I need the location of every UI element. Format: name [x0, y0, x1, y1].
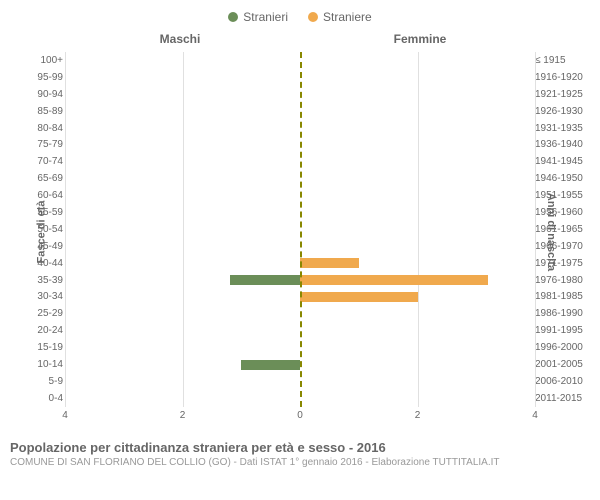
side-headers: Maschi Femmine — [10, 32, 590, 46]
y-tick-age: 70-74 — [25, 156, 63, 167]
y-tick-birth: 1956-1960 — [535, 207, 590, 218]
y-tick-age: 10-14 — [25, 359, 63, 370]
y-tick-birth: 1996-2000 — [535, 342, 590, 353]
y-tick-age: 20-24 — [25, 325, 63, 336]
bar-female — [300, 292, 418, 302]
legend-item-male: Stranieri — [228, 10, 288, 24]
y-tick-birth: 2006-2010 — [535, 376, 590, 387]
y-tick-age: 65-69 — [25, 173, 63, 184]
legend-label-male: Stranieri — [243, 10, 288, 24]
y-tick-age: 0-4 — [25, 393, 63, 404]
x-tick: 4 — [532, 410, 538, 421]
y-tick-age: 55-59 — [25, 207, 63, 218]
y-tick-age: 75-79 — [25, 139, 63, 150]
y-tick-age: 45-49 — [25, 241, 63, 252]
header-male: Maschi — [10, 32, 300, 46]
y-tick-age: 40-44 — [25, 258, 63, 269]
pyramid-chart: Maschi Femmine Fasce di età Anni di nasc… — [10, 32, 590, 432]
bar-female — [300, 275, 488, 285]
y-tick-birth: 1926-1930 — [535, 106, 590, 117]
y-tick-birth: 2001-2005 — [535, 359, 590, 370]
y-tick-birth: 1976-1980 — [535, 275, 590, 286]
x-tick: 2 — [415, 410, 421, 421]
center-line — [300, 52, 302, 407]
y-tick-birth: 1971-1975 — [535, 258, 590, 269]
y-tick-birth: 1921-1925 — [535, 89, 590, 100]
legend-swatch-male — [228, 12, 238, 22]
legend-item-female: Straniere — [308, 10, 372, 24]
y-tick-age: 25-29 — [25, 308, 63, 319]
y-tick-birth: 1991-1995 — [535, 325, 590, 336]
chart-subtitle: COMUNE DI SAN FLORIANO DEL COLLIO (GO) -… — [10, 457, 590, 468]
y-tick-birth: 1936-1940 — [535, 139, 590, 150]
x-tick: 2 — [180, 410, 186, 421]
y-tick-birth: 1986-1990 — [535, 308, 590, 319]
x-ticks: 4 2 0 2 4 — [65, 410, 535, 424]
y-ticks-age: 100+ 95-99 90-94 85-89 80-84 75-79 70-74 65-69 6… — [25, 52, 63, 407]
y-tick-age: 5-9 — [25, 376, 63, 387]
y-tick-age: 35-39 — [25, 275, 63, 286]
y-tick-age: 50-54 — [25, 224, 63, 235]
y-tick-age: 60-64 — [25, 190, 63, 201]
y-tick-birth: ≤ 1915 — [535, 55, 590, 66]
y-tick-birth: 2011-2015 — [535, 393, 590, 404]
y-tick-birth: 1931-1935 — [535, 123, 590, 134]
chart-legend: Stranieri Straniere — [10, 10, 590, 24]
y-tick-age: 30-34 — [25, 291, 63, 302]
y-tick-age: 85-89 — [25, 106, 63, 117]
y-tick-birth: 1941-1945 — [535, 156, 590, 167]
y-tick-age: 95-99 — [25, 72, 63, 83]
bar-female — [300, 258, 359, 268]
legend-swatch-female — [308, 12, 318, 22]
y-tick-birth: 1916-1920 — [535, 72, 590, 83]
y-tick-birth: 1951-1955 — [535, 190, 590, 201]
header-female: Femmine — [300, 32, 590, 46]
x-tick: 4 — [62, 410, 68, 421]
y-ticks-birth: ≤ 1915 1916-1920 1921-1925 1926-1930 1931-19… — [535, 52, 590, 407]
bar-male — [241, 360, 300, 370]
bar-male — [230, 275, 301, 285]
y-tick-age: 15-19 — [25, 342, 63, 353]
y-tick-birth: 1946-1950 — [535, 173, 590, 184]
y-tick-birth: 1966-1970 — [535, 241, 590, 252]
plot-area — [65, 52, 535, 407]
y-tick-age: 90-94 — [25, 89, 63, 100]
chart-title: Popolazione per cittadinanza straniera p… — [10, 440, 590, 455]
x-tick: 0 — [297, 410, 303, 421]
y-tick-age: 100+ — [25, 55, 63, 66]
y-tick-birth: 1981-1985 — [535, 291, 590, 302]
y-tick-birth: 1961-1965 — [535, 224, 590, 235]
y-tick-age: 80-84 — [25, 123, 63, 134]
legend-label-female: Straniere — [323, 10, 372, 24]
